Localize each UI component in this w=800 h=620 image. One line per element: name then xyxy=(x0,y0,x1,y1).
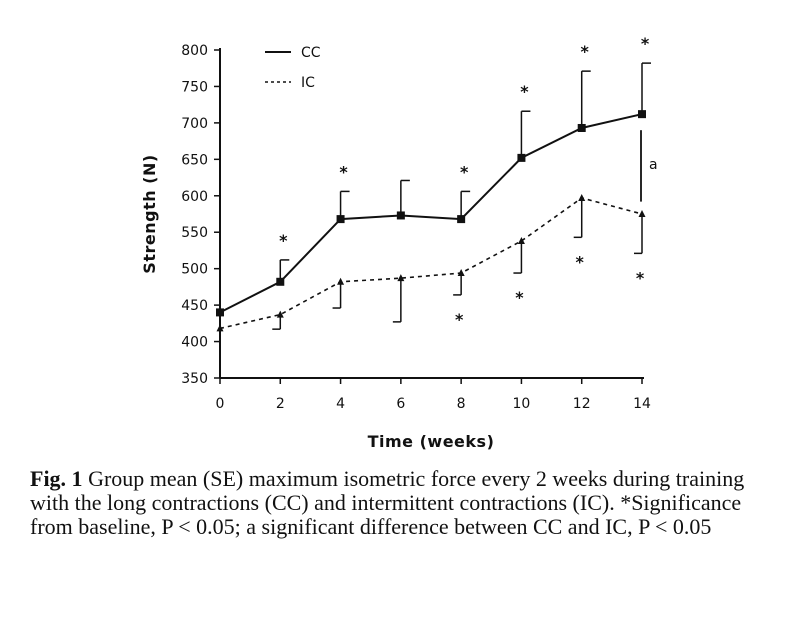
y-tick-label: 400 xyxy=(181,335,208,351)
y-tick-label: 450 xyxy=(181,298,208,314)
cc-significance-star: * xyxy=(339,162,348,181)
plot-area: * * * * * * * * * * a xyxy=(216,34,658,332)
cc-significance-star: * xyxy=(460,162,469,181)
ic-point xyxy=(337,277,345,285)
ic-significance-star: * xyxy=(576,252,585,271)
cc-point xyxy=(517,153,526,162)
caption-text: Group mean (SE) maximum isometric force … xyxy=(30,466,745,539)
ic-significance-star: * xyxy=(636,268,645,287)
cc-series-line xyxy=(219,113,643,314)
ic-point xyxy=(578,193,586,201)
y-tick-label: 600 xyxy=(181,189,208,205)
cc-point xyxy=(276,277,285,286)
x-tick-label: 8 xyxy=(457,396,466,412)
ic-point xyxy=(517,236,525,244)
legend: CC IC xyxy=(265,45,321,91)
ic-significance-star: * xyxy=(515,288,524,307)
cc-significance-star: * xyxy=(279,231,288,250)
ic-point xyxy=(216,324,224,332)
cc-point xyxy=(457,215,466,224)
y-tick-label: 500 xyxy=(181,262,208,278)
cc-point xyxy=(336,215,345,224)
cc-point xyxy=(577,123,586,132)
caption-label: Fig. 1 xyxy=(30,466,83,491)
figure-caption: Fig. 1 Group mean (SE) maximum isometric… xyxy=(30,467,770,539)
ic-series-line xyxy=(219,197,643,330)
x-tick-label: 10 xyxy=(513,396,531,412)
strength-chart: 350 400 450 500 550 600 650 700 750 800 0 2 4 6 8 10 12 1… xyxy=(140,34,658,451)
x-tick-label: 4 xyxy=(336,396,345,412)
cc-point xyxy=(638,110,646,119)
cc-significance-star: * xyxy=(641,34,650,53)
axes: 350 400 450 500 550 600 650 700 750 800 0 2 4 6 8 10 12 1… xyxy=(181,43,651,412)
y-tick-label: 650 xyxy=(181,152,208,168)
legend-cc-label: CC xyxy=(301,45,321,61)
ic-point xyxy=(638,210,646,217)
y-tick-label: 700 xyxy=(181,116,208,132)
x-tick-label: 0 xyxy=(216,396,225,412)
y-tick-label: 550 xyxy=(181,225,208,241)
ic-point xyxy=(276,310,284,318)
x-tick-label: 2 xyxy=(276,396,285,412)
y-axis-title: Strength (N) xyxy=(140,154,159,273)
cc-point xyxy=(396,211,405,220)
y-tick-label: 750 xyxy=(181,79,208,95)
x-tick-label: 12 xyxy=(573,396,591,412)
y-tick-label: 800 xyxy=(181,43,208,59)
cc-significance-star: * xyxy=(581,42,590,61)
x-axis-title: Time (weeks) xyxy=(368,432,495,451)
ic-point xyxy=(397,274,405,282)
ic-significance-star: * xyxy=(455,310,464,329)
legend-ic-label: IC xyxy=(301,75,315,91)
cc-point xyxy=(216,308,224,317)
x-tick-label: 6 xyxy=(396,396,405,412)
cc-significance-star: * xyxy=(520,82,529,101)
difference-annotation: a xyxy=(649,157,658,173)
ic-point xyxy=(457,269,465,277)
x-tick-label: 14 xyxy=(633,396,651,412)
y-tick-label: 350 xyxy=(181,371,208,387)
